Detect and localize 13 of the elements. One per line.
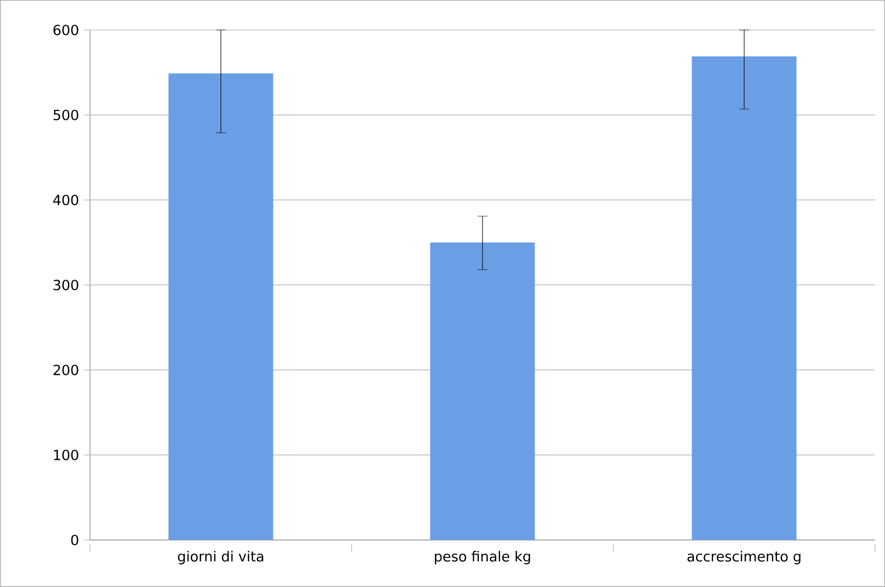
y-tick-label: 200: [54, 364, 78, 376]
y-tick-label: 600: [54, 24, 78, 36]
x-tick-label: accrescimento g: [688, 550, 800, 564]
y-tick-label: 500: [54, 110, 78, 120]
bar: [168, 73, 274, 540]
x-tick-label: peso finale kg: [434, 550, 530, 564]
y-tick-label: 300: [54, 280, 78, 290]
y-tick-label: 400: [53, 194, 78, 206]
x-tick-label: giorni di vita: [178, 550, 264, 564]
bar: [692, 56, 797, 540]
bar: [430, 242, 535, 540]
y-tick-label: 100: [54, 450, 78, 460]
y-tick-label: 0: [71, 534, 78, 546]
